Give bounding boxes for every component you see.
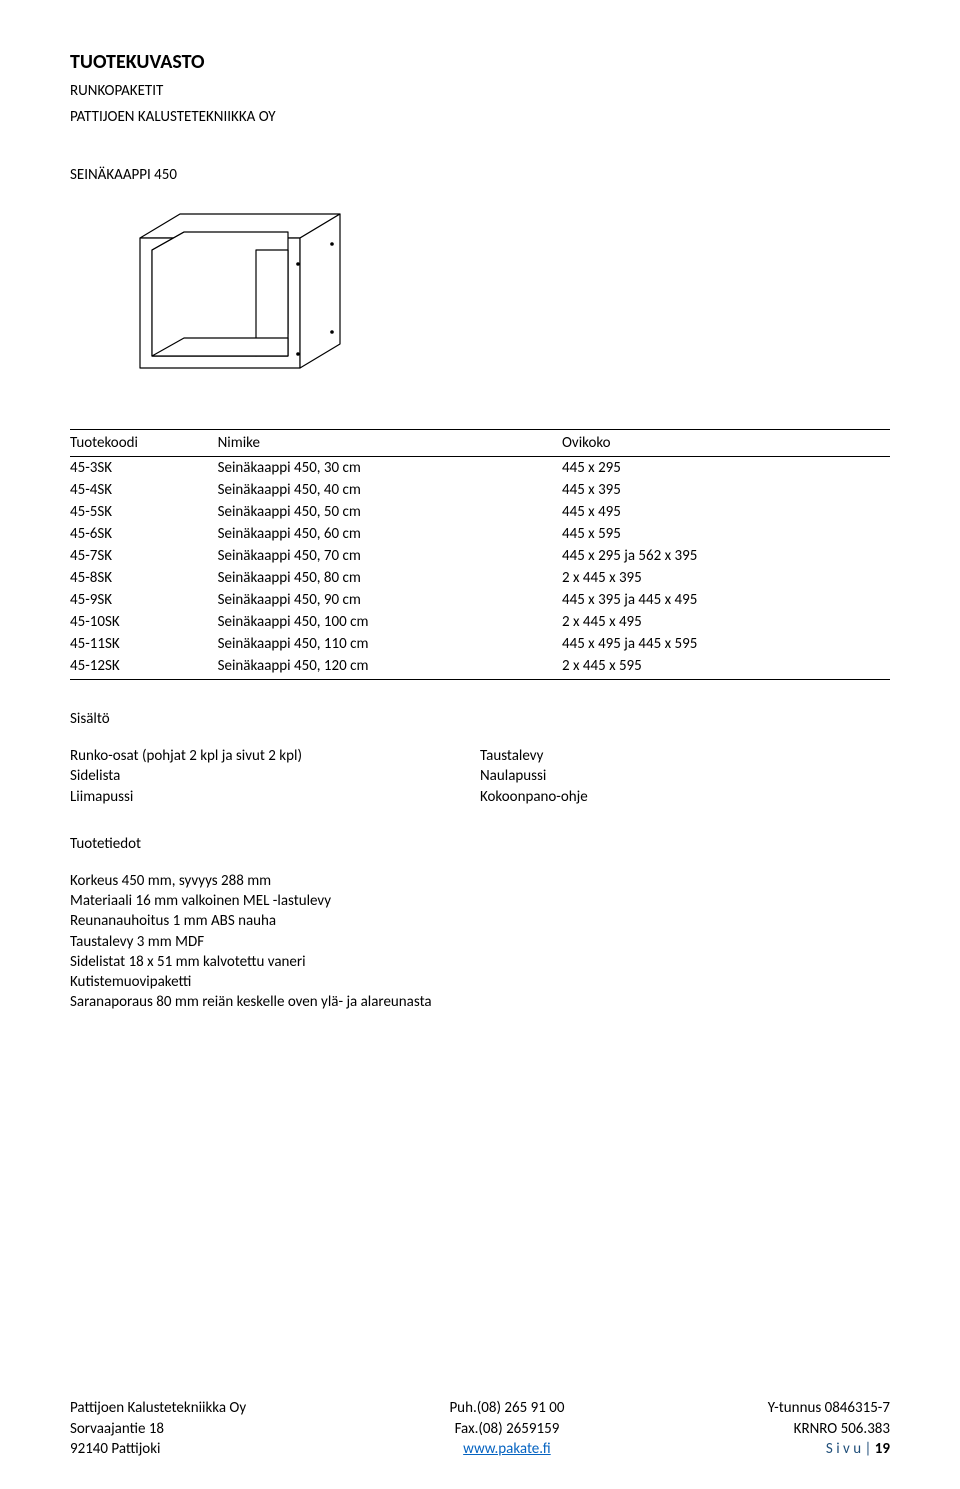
info-line: Taustalevy 3 mm MDF: [70, 932, 890, 952]
contents-item: Naulapussi: [480, 766, 890, 786]
table-row: 45-11SKSeinäkaappi 450, 110 cm445 x 495 …: [70, 633, 890, 655]
footer-center: Puh.(08) 265 91 00 Fax.(08) 2659159 www.…: [449, 1398, 564, 1459]
cell-size: 2 x 445 x 595: [562, 655, 890, 680]
cell-size: 445 x 495: [562, 501, 890, 523]
doc-subtitle: RUNKOPAKETIT: [70, 82, 890, 100]
info-list: Korkeus 450 mm, syvyys 288 mmMateriaali …: [70, 871, 890, 1013]
cell-name: Seinäkaappi 450, 90 cm: [218, 589, 562, 611]
cell-code: 45-8SK: [70, 567, 218, 589]
cell-name: Seinäkaappi 450, 100 cm: [218, 611, 562, 633]
cell-name: Seinäkaappi 450, 110 cm: [218, 633, 562, 655]
info-line: Materiaali 16 mm valkoinen MEL -lastulev…: [70, 891, 890, 911]
cell-code: 45-11SK: [70, 633, 218, 655]
cell-name: Seinäkaappi 450, 60 cm: [218, 523, 562, 545]
cell-code: 45-7SK: [70, 545, 218, 567]
contents-item: Liimapussi: [70, 787, 480, 807]
table-row: 45-3SKSeinäkaappi 450, 30 cm445 x 295: [70, 457, 890, 480]
cell-name: Seinäkaappi 450, 50 cm: [218, 501, 562, 523]
footer-address1: Sorvaajantie 18: [70, 1419, 246, 1439]
cell-name: Seinäkaappi 450, 80 cm: [218, 567, 562, 589]
contents-item: Sidelista: [70, 766, 480, 786]
col-header-size: Ovikoko: [562, 430, 890, 457]
contents-left: Runko-osat (pohjat 2 kpl ja sivut 2 kpl)…: [70, 746, 480, 807]
table-row: 45-7SKSeinäkaappi 450, 70 cm445 x 295 ja…: [70, 545, 890, 567]
cell-code: 45-4SK: [70, 479, 218, 501]
info-line: Reunanauhoitus 1 mm ABS nauha: [70, 911, 890, 931]
cell-size: 445 x 295: [562, 457, 890, 480]
footer-reg: KRNRO 506.383: [768, 1419, 890, 1439]
cell-code: 45-5SK: [70, 501, 218, 523]
cell-code: 45-12SK: [70, 655, 218, 680]
contents-item: Runko-osat (pohjat 2 kpl ja sivut 2 kpl): [70, 746, 480, 766]
table-row: 45-4SKSeinäkaappi 450, 40 cm445 x 395: [70, 479, 890, 501]
info-line: Korkeus 450 mm, syvyys 288 mm: [70, 871, 890, 891]
footer-left: Pattijoen Kalustetekniikka Oy Sorvaajant…: [70, 1398, 246, 1459]
doc-title: TUOTEKUVASTO: [70, 50, 890, 74]
footer-fax: Fax.(08) 2659159: [449, 1419, 564, 1439]
table-row: 45-6SKSeinäkaappi 450, 60 cm445 x 595: [70, 523, 890, 545]
contents-label: Sisältö: [70, 710, 890, 728]
table-row: 45-8SKSeinäkaappi 450, 80 cm2 x 445 x 39…: [70, 567, 890, 589]
info-label: Tuotetiedot: [70, 835, 890, 853]
cell-size: 2 x 445 x 395: [562, 567, 890, 589]
cell-size: 445 x 395: [562, 479, 890, 501]
footer-phone: Puh.(08) 265 91 00: [449, 1398, 564, 1418]
col-header-name: Nimike: [218, 430, 562, 457]
table-row: 45-5SKSeinäkaappi 450, 50 cm445 x 495: [70, 501, 890, 523]
footer-company: Pattijoen Kalustetekniikka Oy: [70, 1398, 246, 1418]
footer-right: Y-tunnus 0846315-7 KRNRO 506.383 S i v u…: [768, 1398, 890, 1459]
cell-code: 45-9SK: [70, 589, 218, 611]
table-row: 45-10SKSeinäkaappi 450, 100 cm2 x 445 x …: [70, 611, 890, 633]
cabinet-illustration: [130, 204, 890, 389]
cell-code: 45-6SK: [70, 523, 218, 545]
table-row: 45-12SKSeinäkaappi 450, 120 cm2 x 445 x …: [70, 655, 890, 680]
footer-businessid: Y-tunnus 0846315-7: [768, 1398, 890, 1418]
info-line: Sidelistat 18 x 51 mm kalvotettu vaneri: [70, 952, 890, 972]
cell-name: Seinäkaappi 450, 40 cm: [218, 479, 562, 501]
cell-name: Seinäkaappi 450, 30 cm: [218, 457, 562, 480]
page-sep: |: [861, 1440, 875, 1458]
page-footer: Pattijoen Kalustetekniikka Oy Sorvaajant…: [70, 1398, 890, 1459]
cell-name: Seinäkaappi 450, 70 cm: [218, 545, 562, 567]
col-header-code: Tuotekoodi: [70, 430, 218, 457]
table-header-row: Tuotekoodi Nimike Ovikoko: [70, 430, 890, 457]
cell-code: 45-3SK: [70, 457, 218, 480]
info-line: Kutistemuovipaketti: [70, 972, 890, 992]
contents-right: TaustalevyNaulapussiKokoonpano-ohje: [480, 746, 890, 807]
footer-address2: 92140 Pattijoki: [70, 1439, 246, 1459]
cell-name: Seinäkaappi 450, 120 cm: [218, 655, 562, 680]
cell-code: 45-10SK: [70, 611, 218, 633]
footer-website-link[interactable]: www.pakate.fi: [463, 1440, 551, 1458]
contents-item: Taustalevy: [480, 746, 890, 766]
page-label: S i v u: [826, 1440, 861, 1458]
company-name: PATTIJOEN KALUSTETEKNIIKKA OY: [70, 108, 890, 126]
cell-size: 445 x 295 ja 562 x 395: [562, 545, 890, 567]
cell-size: 445 x 395 ja 445 x 495: [562, 589, 890, 611]
product-name: SEINÄKAAPPI 450: [70, 166, 890, 184]
product-table: Tuotekoodi Nimike Ovikoko 45-3SKSeinäkaa…: [70, 429, 890, 680]
table-row: 45-9SKSeinäkaappi 450, 90 cm445 x 395 ja…: [70, 589, 890, 611]
page-number: 19: [875, 1440, 890, 1458]
cell-size: 2 x 445 x 495: [562, 611, 890, 633]
cell-size: 445 x 595: [562, 523, 890, 545]
contents-item: Kokoonpano-ohje: [480, 787, 890, 807]
cell-size: 445 x 495 ja 445 x 595: [562, 633, 890, 655]
info-line: Saranaporaus 80 mm reiän keskelle oven y…: [70, 992, 890, 1012]
contents-columns: Runko-osat (pohjat 2 kpl ja sivut 2 kpl)…: [70, 746, 890, 807]
